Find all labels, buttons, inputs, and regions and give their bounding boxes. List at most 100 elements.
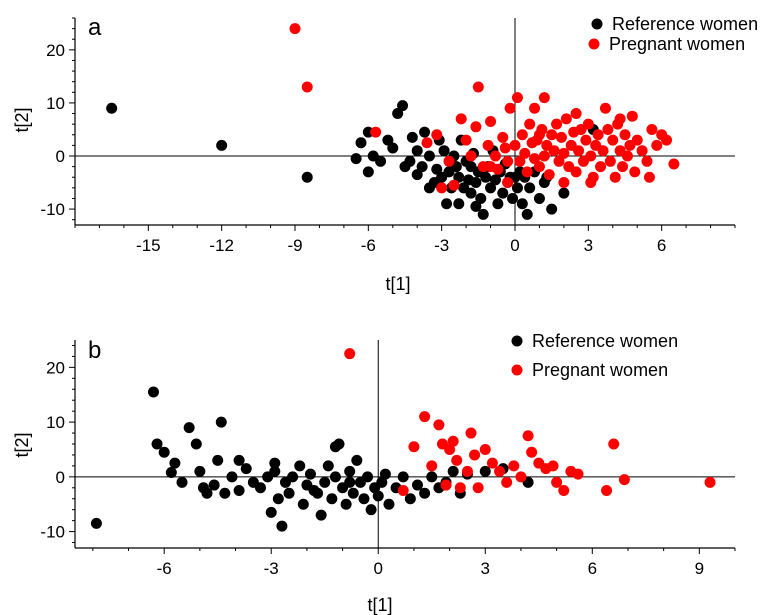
panel-b-axes: -6 -3 0 3 6 9 -10 0 10 20 — [40, 340, 736, 578]
point-pregnant-women — [465, 150, 477, 162]
panel-b-score-plot: b t[2] t[1] -6 -3 0 3 6 9 -10 0 10 20 Reference w… — [12, 331, 736, 615]
point-pregnant-women — [470, 121, 482, 133]
point-pregnant-women — [289, 23, 301, 35]
point-pregnant-women — [609, 171, 621, 183]
point-reference-women — [194, 465, 206, 477]
panel-a-score-plot: a t[2] t[1] -15 -12 -9 -6 -3 0 3 6 -10 0 10 20 Refe… — [12, 14, 758, 294]
point-reference-women — [276, 520, 288, 532]
point-pregnant-women — [421, 137, 433, 149]
point-pregnant-women — [570, 108, 582, 120]
point-pregnant-women — [580, 134, 592, 146]
point-reference-women — [265, 506, 277, 518]
point-reference-women — [294, 460, 306, 472]
y-tick-label: 10 — [46, 413, 65, 432]
point-reference-women — [375, 155, 387, 167]
point-reference-women — [441, 198, 453, 210]
x-tick-label: -12 — [209, 236, 234, 255]
point-reference-women — [165, 466, 177, 478]
panel-a-label: a — [88, 14, 102, 41]
point-pregnant-women — [704, 476, 716, 488]
point-pregnant-women — [344, 348, 356, 360]
point-pregnant-women — [529, 153, 541, 165]
point-reference-women — [233, 485, 245, 497]
point-reference-women — [269, 457, 281, 469]
point-reference-women — [215, 416, 227, 428]
point-reference-women — [470, 200, 482, 212]
point-reference-women — [219, 487, 231, 499]
point-reference-women — [326, 493, 338, 505]
point-reference-women — [362, 471, 374, 483]
point-pregnant-women — [482, 139, 494, 151]
point-pregnant-women — [661, 134, 673, 146]
point-reference-women — [411, 145, 423, 157]
point-pregnant-women — [597, 145, 609, 157]
point-reference-women — [240, 463, 252, 475]
panel-b-label: b — [88, 337, 101, 364]
x-tick-label: -3 — [434, 236, 449, 255]
point-pregnant-women — [643, 171, 655, 183]
point-reference-women — [226, 471, 238, 483]
x-tick-label: 3 — [584, 236, 593, 255]
point-pregnant-women — [668, 158, 680, 170]
point-reference-women — [423, 182, 435, 194]
point-pregnant-women — [479, 443, 491, 455]
point-reference-women — [269, 465, 281, 477]
point-pregnant-women — [646, 123, 658, 135]
point-reference-women — [379, 468, 391, 480]
panel-b-points — [90, 348, 716, 532]
y-tick-label: 20 — [46, 41, 65, 60]
point-pregnant-women — [431, 129, 443, 141]
y-tick-label: -10 — [40, 200, 65, 219]
point-pregnant-women — [538, 92, 550, 104]
point-reference-women — [272, 493, 284, 505]
panel-a-legend: Reference women Pregnant women — [588, 14, 758, 54]
point-pregnant-women — [485, 161, 497, 173]
point-reference-women — [233, 454, 245, 466]
point-pregnant-women — [573, 145, 585, 157]
point-reference-women — [301, 171, 313, 183]
point-reference-women — [447, 465, 459, 477]
point-pregnant-women — [494, 465, 506, 477]
point-pregnant-women — [460, 134, 472, 146]
point-reference-women — [497, 187, 509, 199]
point-reference-women — [304, 468, 316, 480]
point-pregnant-women — [515, 471, 527, 483]
point-pregnant-women — [621, 150, 633, 162]
point-reference-women — [372, 490, 384, 502]
x-tick-label: 0 — [510, 236, 519, 255]
point-reference-women — [329, 471, 341, 483]
point-pregnant-women — [433, 419, 445, 431]
point-reference-women — [392, 108, 404, 120]
x-tick-label: 9 — [695, 559, 704, 578]
legend-marker-reference — [511, 335, 523, 347]
point-pregnant-women — [509, 139, 521, 151]
point-pregnant-women — [461, 465, 473, 477]
point-reference-women — [329, 441, 341, 453]
point-pregnant-women — [538, 150, 550, 162]
point-pregnant-women — [529, 102, 541, 114]
x-tick-label: -15 — [136, 236, 161, 255]
point-pregnant-women — [524, 118, 536, 130]
legend-label-pregnant: Pregnant women — [609, 34, 745, 54]
point-pregnant-women — [519, 147, 531, 159]
point-pregnant-women — [514, 155, 526, 167]
y-tick-label: 0 — [56, 147, 65, 166]
point-pregnant-women — [631, 134, 643, 146]
point-pregnant-women — [370, 126, 382, 138]
point-reference-women — [475, 192, 487, 204]
point-reference-women — [201, 487, 213, 499]
point-reference-women — [351, 454, 363, 466]
point-pregnant-women — [551, 476, 563, 488]
legend-marker-reference — [591, 18, 603, 30]
point-pregnant-women — [558, 177, 570, 189]
x-tick-label: -6 — [361, 236, 376, 255]
point-pregnant-women — [436, 182, 448, 194]
point-reference-women — [212, 454, 224, 466]
point-pregnant-women — [558, 147, 570, 159]
point-pregnant-women — [469, 449, 481, 461]
point-reference-women — [315, 509, 327, 521]
point-pregnant-women — [489, 150, 501, 162]
point-reference-women — [511, 182, 523, 194]
x-tick-label: 6 — [657, 236, 666, 255]
point-reference-women — [308, 485, 320, 497]
